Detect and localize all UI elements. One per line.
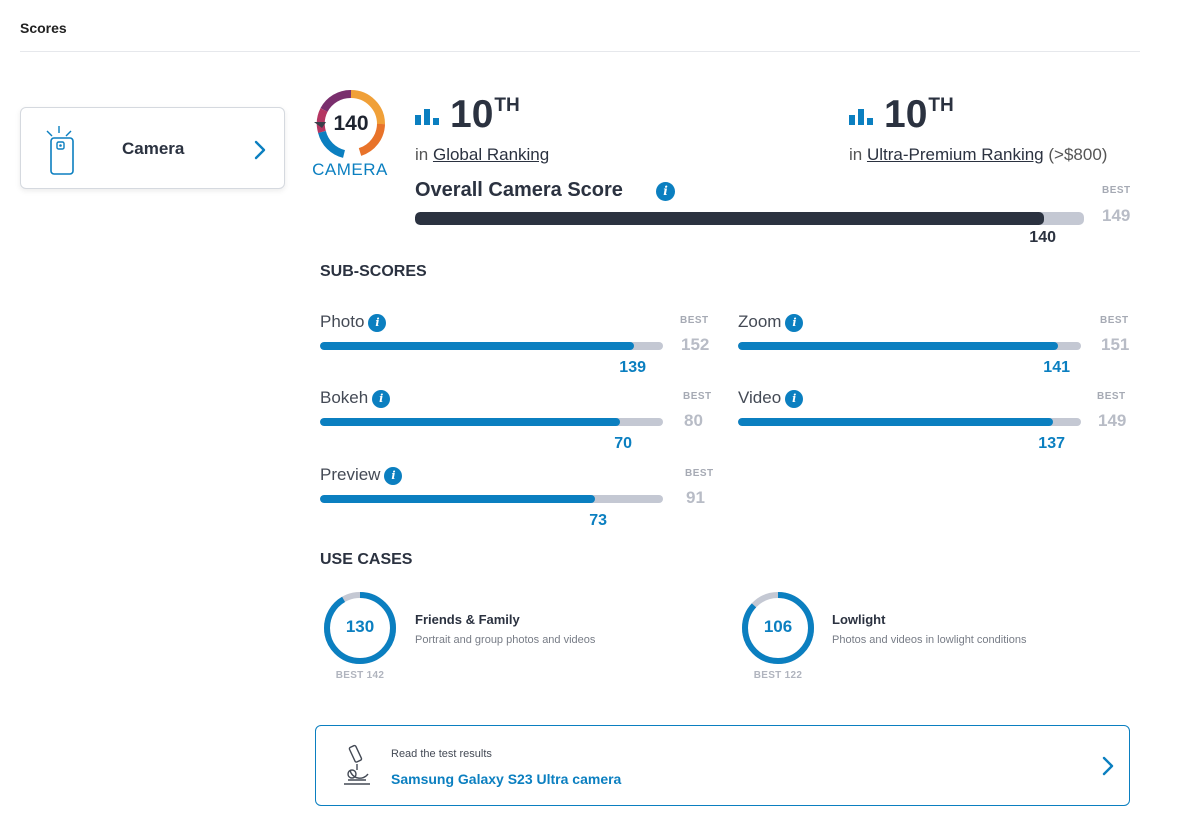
subscore-value: 70	[614, 435, 632, 452]
subscore-bar	[320, 495, 663, 503]
info-icon[interactable]: i	[384, 467, 403, 485]
subscore-best-value: 151	[1101, 335, 1130, 354]
use-case-gauge: 130	[322, 590, 398, 666]
global-rank-number: 10TH	[450, 93, 520, 136]
results-link[interactable]: Samsung Galaxy S23 Ultra camera	[391, 771, 622, 787]
use-case-best: BEST 142	[335, 670, 385, 681]
page-header: Scores	[20, 0, 1140, 52]
best-caption: BEST	[680, 315, 709, 326]
camera-tab-card[interactable]: Camera	[20, 107, 285, 189]
use-case-score: 106	[763, 617, 793, 636]
subscore-best-value: 152	[681, 335, 710, 354]
use-case-score: 130	[345, 617, 375, 636]
subscore-bar	[320, 342, 663, 350]
subscore-fill	[738, 418, 1053, 426]
use-case-description: Photos and videos in lowlight conditions	[832, 634, 1027, 646]
info-icon[interactable]: i	[785, 314, 804, 332]
info-icon[interactable]: i	[656, 182, 675, 201]
subscore-label: Preview i	[320, 465, 403, 486]
use-case-gauge: 106	[740, 590, 816, 666]
use-case-title: Friends & Family	[415, 612, 520, 627]
subscore-label-text: Video	[738, 388, 782, 407]
overall-score-title: Overall Camera Score	[415, 179, 623, 201]
subscore-value: 141	[1043, 359, 1070, 376]
subscore-fill	[320, 495, 595, 503]
info-icon[interactable]: i	[785, 390, 804, 408]
global-ranking-link[interactable]: Global Ranking	[432, 145, 550, 164]
info-icon[interactable]: i	[368, 314, 387, 332]
use-case-best: BEST 122	[753, 670, 803, 681]
page-title: Scores	[20, 20, 67, 36]
badge-ring-icon	[314, 89, 385, 158]
subscore-value: 73	[589, 512, 607, 529]
gauge-ring	[324, 592, 396, 664]
best-caption: BEST	[685, 468, 714, 479]
use-cases-heading: USE CASES	[320, 551, 413, 568]
global-rank-caption: in Global Ranking	[415, 145, 550, 164]
use-case-description: Portrait and group photos and videos	[415, 634, 596, 646]
best-caption: BEST	[1097, 391, 1126, 402]
subscore-label-text: Photo	[320, 312, 365, 331]
subscore-label: Photo i	[320, 312, 387, 333]
best-caption: BEST	[683, 391, 712, 402]
subscore-best-value: 91	[686, 488, 705, 507]
gauge-ring	[742, 592, 814, 664]
gauge-fill	[324, 592, 396, 664]
subscore-label-text: Preview	[320, 465, 381, 484]
overall-score-value: 140	[1029, 229, 1056, 246]
badge-score: 140	[333, 112, 369, 135]
subscores-heading: SUB-SCORES	[320, 263, 427, 280]
subscore-label: Video i	[738, 388, 804, 409]
results-kicker: Read the test results	[391, 748, 492, 760]
badge-label: CAMERA	[312, 160, 388, 179]
overall-best-value: 149	[1102, 206, 1131, 225]
gauge-fill	[742, 592, 814, 664]
best-caption: BEST	[1100, 315, 1129, 326]
ranking-bars-icon	[415, 109, 439, 125]
subscore-value: 137	[1038, 435, 1065, 452]
ultra-premium-ranking-link[interactable]: Ultra-Premium Ranking	[866, 145, 1044, 164]
ranking-bars-icon	[849, 109, 873, 125]
camera-tab-label: Camera	[122, 139, 185, 158]
subscore-bar	[738, 342, 1081, 350]
segment-rank-number: 10TH	[884, 93, 954, 136]
camera-score-badge: 140 CAMERA	[310, 88, 392, 182]
info-icon[interactable]: i	[372, 390, 391, 408]
subscore-label-text: Zoom	[738, 312, 782, 331]
chevron-right-icon[interactable]	[253, 139, 267, 161]
subscore-bar	[738, 418, 1081, 426]
chevron-right-icon[interactable]	[1101, 755, 1115, 777]
overall-score-fill	[415, 212, 1044, 225]
subscore-fill	[320, 342, 634, 350]
subscore-fill	[320, 418, 620, 426]
subscore-fill	[738, 342, 1058, 350]
best-caption: BEST	[1102, 185, 1131, 196]
use-case-title: Lowlight	[832, 612, 886, 627]
subscore-best-value: 149	[1098, 411, 1127, 430]
subscore-value: 139	[619, 359, 646, 376]
subscore-bar	[320, 418, 663, 426]
subscore-best-value: 80	[684, 411, 703, 430]
segment-rank-caption: in Ultra-Premium Ranking (>$800)	[849, 145, 1108, 164]
test-results-card[interactable]: Read the test results Samsung Galaxy S23…	[315, 725, 1130, 806]
subscore-label: Zoom i	[738, 312, 804, 333]
microscope-icon	[344, 744, 370, 785]
subscore-label-text: Bokeh	[320, 388, 369, 407]
phone-camera-icon	[46, 126, 74, 175]
overall-score-bar	[415, 212, 1084, 225]
subscore-label: Bokeh i	[320, 388, 391, 409]
